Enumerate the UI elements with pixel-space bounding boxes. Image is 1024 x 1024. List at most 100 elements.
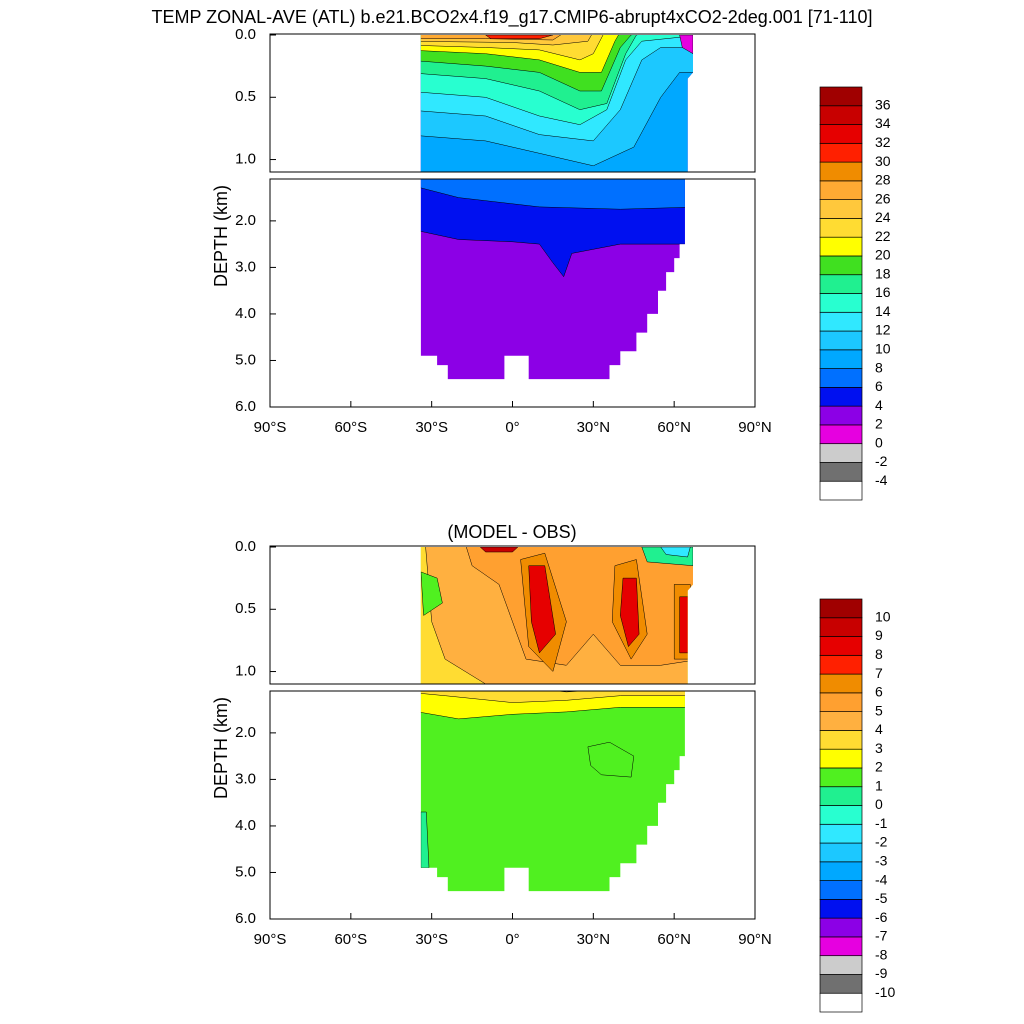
colorbar-box	[819, 617, 863, 637]
colorbar-label: 0	[875, 796, 883, 812]
colorbar-label: 14	[875, 303, 891, 319]
colorbar-box	[819, 899, 863, 919]
x-tick-label: 60°S	[334, 931, 367, 948]
ocean-area	[420, 179, 693, 380]
x-tick-label: 0°	[505, 419, 519, 436]
colorbar-label: -2	[875, 453, 888, 469]
colorbar-box	[819, 236, 863, 257]
colorbar-label: 18	[875, 265, 891, 281]
colorbar-label: 22	[875, 228, 891, 244]
x-tick-label: 30°S	[415, 419, 448, 436]
colorbar-box	[819, 936, 863, 957]
colorbar-box	[819, 199, 863, 219]
contour-region	[420, 571, 443, 616]
x-tick-label: 90°N	[738, 419, 772, 436]
contour-region	[420, 691, 693, 703]
colorbar-box	[819, 218, 863, 238]
colorbar-label: -5	[875, 890, 888, 906]
colorbar-box	[819, 654, 863, 675]
colorbar-label: 36	[875, 96, 891, 112]
colorbar-label: -1	[875, 815, 888, 831]
colorbar-label: 5	[875, 702, 883, 718]
colorbar-label: 30	[875, 153, 891, 169]
x-tick-label: 30°S	[415, 931, 448, 948]
colorbar-box	[819, 636, 863, 656]
contour-region	[420, 179, 693, 278]
x-tick-label: 60°N	[657, 419, 691, 436]
colorbar-box	[819, 311, 863, 332]
contour-region	[420, 691, 693, 720]
contour-region	[660, 547, 691, 558]
ocean-area	[420, 35, 693, 172]
x-tick-label: 60°S	[334, 419, 367, 436]
colorbar-label: -4	[875, 871, 888, 887]
colorbar-label: 6	[875, 378, 883, 394]
colorbar-label: 9	[875, 627, 883, 643]
y-tick-label: 3.0	[235, 258, 256, 275]
colorbar-box	[819, 86, 863, 107]
colorbar-label: 16	[875, 284, 891, 300]
colorbar-label: 26	[875, 190, 891, 206]
y-tick-label: 2.0	[235, 212, 256, 229]
colorbar-box	[819, 349, 863, 369]
colorbar-label: 0	[875, 434, 883, 450]
colorbar-box	[819, 330, 863, 351]
colorbar-label: 10	[875, 608, 891, 624]
colorbar-label: 34	[875, 115, 891, 131]
y-tick-label: 1.0	[235, 151, 256, 168]
colorbar-label: 4	[875, 721, 883, 737]
colorbar-label: -9	[875, 965, 888, 981]
x-tick-label: 30°N	[577, 419, 611, 436]
colorbar-box	[819, 917, 863, 938]
colorbar-box	[819, 105, 863, 125]
colorbar-label: 6	[875, 684, 883, 700]
colorbar-label: -2	[875, 834, 888, 850]
colorbar-box	[819, 767, 863, 788]
colorbar-label: 2	[875, 759, 883, 775]
colorbar-label: 20	[875, 247, 891, 263]
contour-region	[679, 35, 693, 55]
colorbar-label: 1	[875, 777, 883, 793]
colorbar-box	[819, 673, 863, 694]
colorbar-label: -3	[875, 853, 888, 869]
colorbar-box	[819, 598, 863, 619]
contour-region	[587, 741, 635, 778]
x-tick-label: 90°S	[254, 931, 287, 948]
colorbar-box	[819, 880, 863, 900]
panel-frame	[269, 33, 756, 173]
colorbar-box	[819, 692, 863, 712]
colorbar-box	[819, 955, 863, 975]
y-axis-label: DEPTH (km)	[211, 697, 231, 799]
contour-region	[679, 596, 691, 654]
colorbar-box	[819, 387, 863, 407]
contour-region	[528, 565, 556, 654]
y-tick-label: 0.0	[235, 26, 256, 43]
colorbar-box	[819, 180, 863, 200]
colorbar-box	[819, 274, 863, 294]
colorbar-box	[819, 823, 863, 844]
colorbar-label: 4	[875, 397, 883, 413]
colorbar-box	[819, 805, 863, 825]
colorbar-label: -7	[875, 928, 888, 944]
colorbar-box	[819, 992, 863, 1013]
colorbar-label: 32	[875, 134, 891, 150]
y-axis-label: DEPTH (km)	[211, 185, 231, 287]
y-tick-label: 5.0	[235, 351, 256, 368]
colorbar-label: 12	[875, 322, 891, 338]
contour-region	[484, 35, 553, 39]
colorbar-label: 3	[875, 740, 883, 756]
ocean-area	[420, 547, 693, 684]
colorbar-box	[819, 161, 863, 182]
y-tick-label: 5.0	[235, 863, 256, 880]
y-tick-label: 2.0	[235, 724, 256, 741]
y-tick-label: 4.0	[235, 305, 256, 322]
y-tick-label: 0.5	[235, 600, 256, 617]
colorbar-label: 8	[875, 359, 883, 375]
x-tick-label: 90°S	[254, 419, 287, 436]
colorbar-box	[819, 405, 863, 426]
subpanel	[420, 691, 693, 892]
colorbar-label: -4	[875, 472, 888, 488]
colorbar-label: 24	[875, 209, 891, 225]
subpanel	[420, 35, 693, 172]
